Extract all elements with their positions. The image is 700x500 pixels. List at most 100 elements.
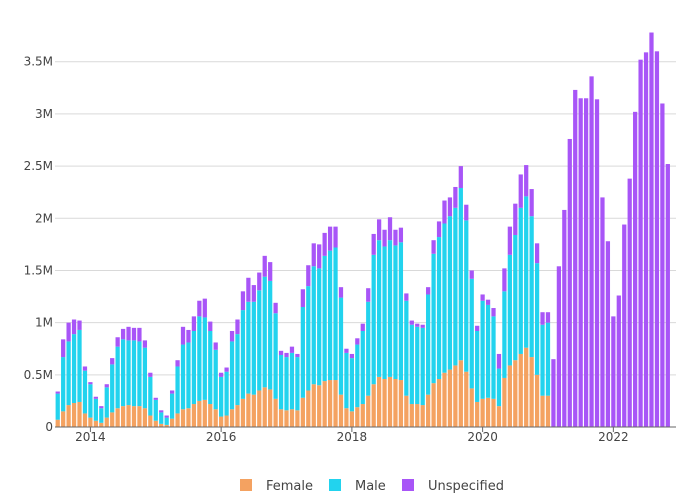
bar-unspecified (246, 277, 251, 302)
bar-male (485, 304, 491, 398)
bar-female (404, 395, 409, 427)
bar-male (186, 342, 191, 409)
bar-unspecified (120, 328, 126, 340)
bar-female (142, 408, 148, 427)
bar-female (197, 400, 202, 427)
y-tick-label: 2.5M (24, 159, 53, 173)
bar-unspecified (273, 302, 278, 314)
bar-male (268, 280, 273, 390)
bar-male (208, 330, 213, 405)
x-tick-label: 2014 (75, 430, 106, 444)
bar-female (153, 420, 158, 427)
x-tick-label: 2018 (337, 430, 368, 444)
bar-male (496, 368, 502, 407)
bar-male (502, 291, 507, 378)
bar-female (355, 407, 360, 427)
bar-male (295, 357, 300, 411)
bar-female (268, 389, 273, 427)
y-tick-label: 3.5M (24, 55, 53, 69)
bar-unspecified (104, 384, 109, 388)
bar-male (88, 384, 93, 418)
legend[interactable]: Female Male Unspecified (240, 479, 504, 494)
legend-label: Male (355, 479, 386, 494)
bar-male (311, 266, 316, 385)
bar-male (322, 255, 327, 382)
bar-unspecified (208, 321, 213, 331)
bar-unspecified (643, 52, 649, 427)
bar-unspecified (600, 197, 605, 427)
bar-female (82, 413, 88, 427)
legend-label: Female (266, 479, 313, 494)
bar-unspecified (622, 224, 627, 427)
bar-female (431, 383, 436, 427)
bar-male (458, 188, 463, 361)
bar-unspecified (633, 111, 638, 427)
bar-male (431, 253, 436, 384)
bar-unspecified (191, 316, 197, 331)
bar-unspecified (480, 294, 485, 301)
bar-unspecified (360, 323, 365, 331)
bar-unspecified (115, 337, 120, 347)
bar-male (529, 216, 534, 358)
bar-female (317, 385, 322, 427)
bar-unspecified (393, 229, 398, 246)
bar-male (393, 245, 398, 379)
bar-female (371, 384, 376, 427)
bar-male (409, 324, 414, 405)
bar-male (534, 263, 540, 375)
bar-male (480, 300, 485, 399)
bar-unspecified (660, 103, 665, 428)
bar-female (120, 406, 126, 427)
bar-unspecified (496, 353, 502, 369)
bar-female (322, 381, 327, 427)
legend-item-unspecified[interactable]: Unspecified (402, 479, 504, 494)
bar-male (289, 352, 295, 410)
bar-female (213, 409, 218, 427)
bar-unspecified (540, 312, 545, 325)
bar-male (278, 354, 284, 410)
bar-unspecified (447, 197, 453, 217)
bar-male (475, 330, 480, 402)
bar-unspecified (649, 32, 654, 428)
bar-female (480, 398, 485, 427)
bar-unspecified (567, 138, 572, 427)
bar-unspecified (616, 295, 621, 427)
bar-male (366, 301, 371, 396)
legend-item-female[interactable]: Female (240, 479, 313, 494)
bar-female (382, 378, 387, 427)
bar-female (545, 395, 551, 427)
bar-male (469, 278, 474, 389)
bar-female (99, 422, 104, 427)
bar-unspecified (197, 300, 202, 317)
bar-female (327, 380, 333, 427)
legend-swatch (402, 479, 414, 491)
bar-unspecified (338, 287, 344, 298)
bar-unspecified (562, 209, 567, 427)
bar-male (355, 344, 360, 408)
bar-unspecified (387, 217, 393, 241)
bar-unspecified (518, 174, 523, 208)
bar-male (442, 223, 447, 373)
bar-unspecified (485, 299, 491, 305)
bar-unspecified (376, 219, 382, 241)
bar-female (311, 384, 316, 427)
bar-male (436, 237, 442, 379)
bar-unspecified (235, 319, 240, 335)
bar-female (344, 408, 349, 427)
bar-unspecified (611, 316, 616, 427)
bar-unspecified (77, 320, 82, 330)
bar-unspecified (545, 312, 551, 323)
bar-unspecified (71, 319, 77, 335)
bar-female (453, 365, 458, 427)
bar-female (126, 405, 131, 427)
bar-female (180, 409, 186, 427)
bar-unspecified (289, 346, 295, 353)
legend-item-male[interactable]: Male (329, 479, 386, 494)
bar-female (148, 415, 153, 427)
bar-male (137, 341, 142, 407)
bar-unspecified (61, 339, 66, 358)
bar-unspecified (153, 397, 158, 400)
bar-male (115, 346, 120, 409)
bar-female (376, 376, 382, 427)
